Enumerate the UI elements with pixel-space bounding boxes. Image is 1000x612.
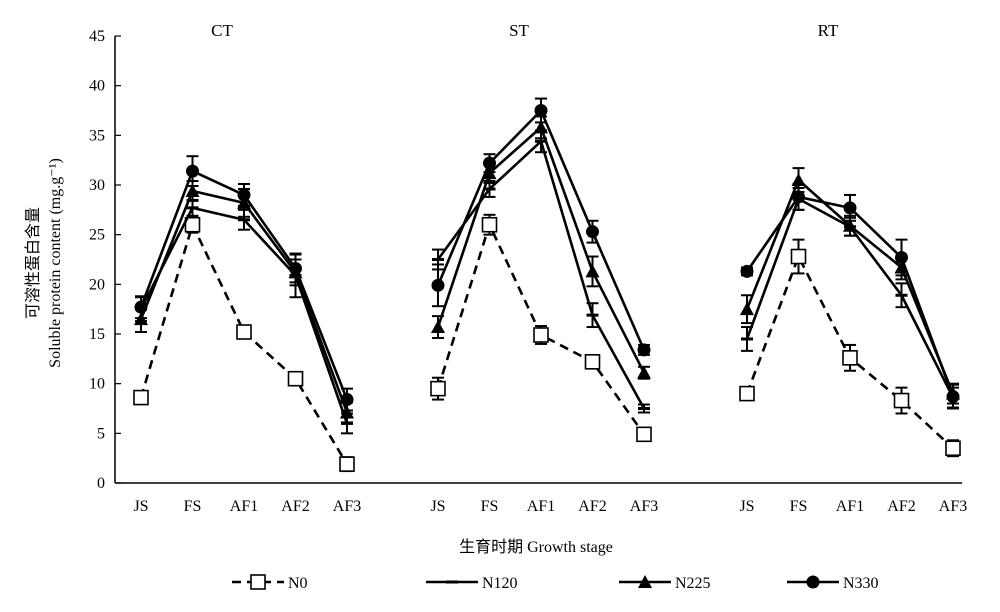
x-tick-label: FS: [481, 498, 499, 515]
legend-item-n225: N225: [619, 575, 711, 592]
series-ct-n0: [133, 215, 355, 473]
series-st-n330: [431, 97, 651, 357]
x-tick-label: AF2: [887, 498, 915, 515]
x-tick-label: AF2: [578, 498, 606, 515]
x-tick-label: FS: [184, 498, 202, 515]
data-point: [739, 385, 755, 402]
x-tick-label: AF1: [836, 498, 864, 515]
y-tick-label: 25: [89, 227, 105, 244]
data-point: [534, 104, 548, 117]
data-point: [340, 393, 354, 407]
y-tick-label: 0: [97, 475, 105, 492]
x-tick-label: AF1: [230, 498, 258, 515]
y-tick-label: 35: [89, 127, 105, 144]
data-point: [534, 120, 548, 134]
x-tick-label: JS: [430, 498, 445, 515]
y-tick-label: 45: [89, 28, 105, 45]
legend-label: N120: [482, 575, 518, 592]
series-st-n120: [432, 129, 650, 414]
y-tick-label: 10: [89, 376, 105, 393]
legend-item-n330: N330: [787, 575, 879, 592]
legend-marker: [638, 575, 652, 588]
data-point: [585, 264, 600, 278]
y-tick-label: 15: [89, 326, 105, 343]
y-tick-label: 5: [97, 425, 105, 442]
series-ct-n330: [134, 155, 354, 412]
data-point: [237, 188, 251, 202]
data-point: [584, 354, 601, 370]
legend-marker: [250, 574, 266, 590]
data-point: [740, 302, 754, 316]
data-point: [636, 426, 652, 443]
x-tick-label: JS: [133, 498, 148, 515]
y-axis-title-en: Soluble protein content (mg.g⁻¹): [47, 158, 64, 368]
group-title-st: ST: [509, 21, 529, 40]
group-title-ct: CT: [211, 21, 233, 40]
data-point: [185, 183, 200, 197]
x-tick-label: FS: [790, 498, 808, 515]
data-point: [339, 456, 355, 472]
data-point: [895, 251, 908, 265]
series-rt-n330: [740, 183, 960, 410]
data-point: [133, 389, 149, 406]
data-point: [843, 218, 857, 232]
y-tick-label: 40: [89, 78, 105, 95]
data-point: [740, 264, 754, 278]
y-axis-title-zh: 可溶性蛋白含量: [24, 207, 42, 319]
x-tick-label: AF2: [281, 498, 309, 515]
data-point: [586, 225, 599, 239]
data-point: [842, 350, 858, 366]
data-point: [431, 320, 445, 334]
y-tick-label: 30: [89, 177, 105, 194]
series-line: [436, 139, 646, 410]
data-point: [791, 173, 806, 187]
x-tick-label: AF3: [630, 498, 658, 515]
x-tick-label: AF3: [333, 498, 361, 515]
series-rt-n0: [739, 238, 961, 458]
legend-item-n0: N0: [232, 574, 308, 592]
data-point: [236, 324, 252, 340]
data-point: [483, 156, 496, 170]
legend-label: N330: [843, 575, 879, 592]
legend-label: N225: [675, 575, 711, 592]
data-point: [843, 201, 857, 215]
data-point: [430, 380, 446, 397]
data-point: [289, 261, 302, 275]
data-point: [481, 216, 498, 233]
data-point: [945, 440, 961, 457]
group-title-rt: RT: [818, 21, 839, 40]
x-tick-label: AF3: [939, 498, 967, 515]
data-point: [184, 216, 201, 233]
data-point: [893, 392, 910, 409]
legend: N0 N120 N225 N330: [232, 574, 879, 592]
group-titles: CT ST RT: [211, 21, 839, 40]
x-tick-label: JS: [739, 498, 754, 515]
data-point: [637, 365, 651, 379]
data-point: [186, 164, 199, 178]
series-ct-n225: [134, 180, 354, 424]
data-point: [946, 390, 960, 404]
legend-item-n120: N120: [426, 575, 518, 592]
data-point: [287, 370, 304, 387]
series-st-n0: [430, 213, 652, 443]
y-tick-label: 20: [89, 276, 105, 293]
data-point: [792, 190, 805, 204]
series-layer: [133, 97, 961, 473]
data-point: [533, 327, 549, 343]
legend-label: N0: [288, 575, 308, 592]
data-point: [637, 343, 651, 357]
data-point: [790, 248, 807, 265]
axes: 0 5 10 15 20 25 30 35 40 45 JS FS AF1 AF2 AF3 JS FS AF1 AF…: [89, 28, 967, 515]
axis-labels: 可溶性蛋白含量 Soluble protein content (mg.g⁻¹)…: [24, 158, 613, 556]
x-tick-label: AF1: [527, 498, 555, 515]
legend-marker: [806, 575, 820, 589]
data-point: [431, 278, 445, 292]
series-line: [139, 223, 349, 465]
x-axis-title: 生育时期 Growth stage: [459, 538, 613, 556]
data-point: [134, 300, 148, 314]
data-point: [340, 405, 354, 419]
